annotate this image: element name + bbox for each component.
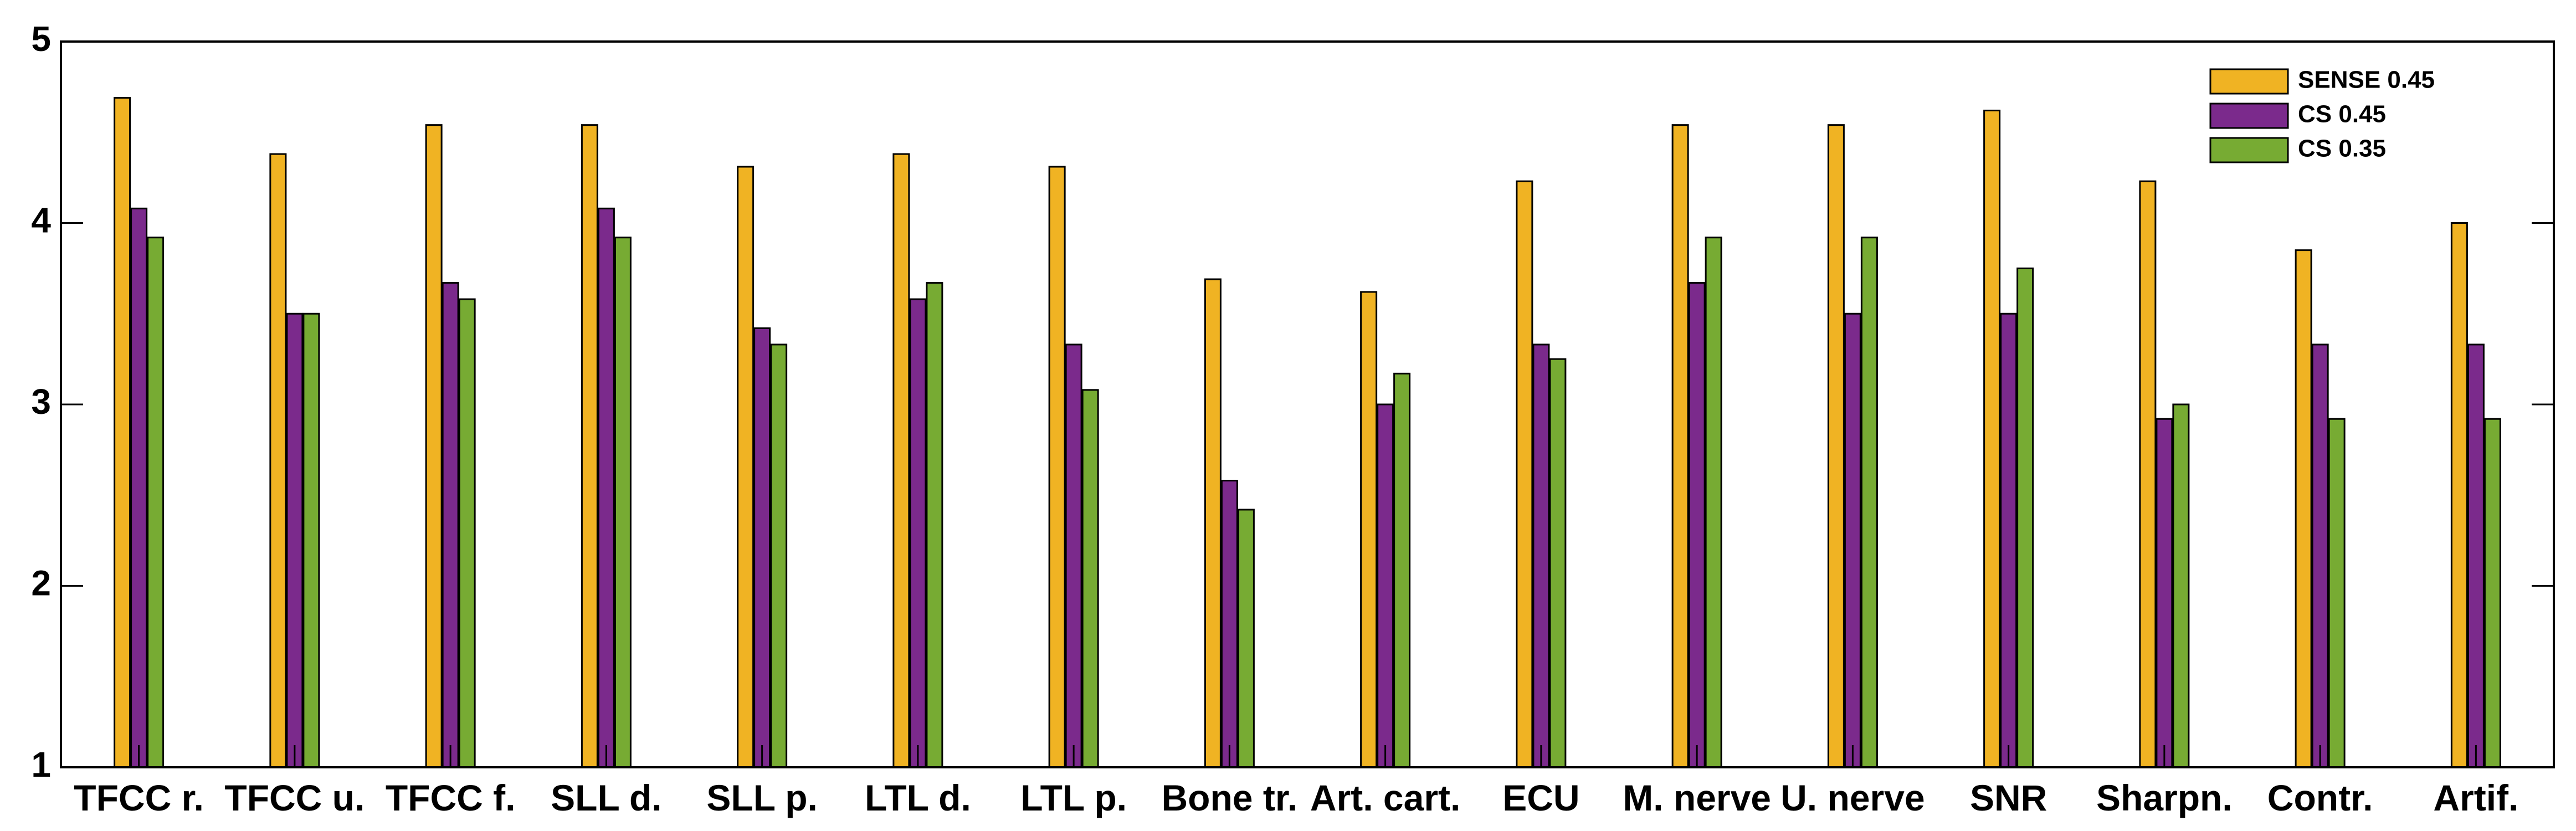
bar-cs-0-45-13 bbox=[2156, 418, 2173, 768]
x-category-label: LTL p. bbox=[1020, 777, 1127, 818]
bar-cs-0-45-11 bbox=[1844, 312, 1861, 768]
x-category-label: U. nerve bbox=[1780, 777, 1925, 818]
bar-sense-0-45-8 bbox=[1360, 291, 1378, 768]
bar-cs-0-35-8 bbox=[1393, 372, 1411, 768]
x-category-label: SLL p. bbox=[706, 777, 817, 818]
x-category-label: TFCC u. bbox=[224, 777, 365, 818]
bar-cs-0-45-14 bbox=[2311, 343, 2329, 768]
bar-sense-0-45-5 bbox=[892, 153, 910, 768]
bar-cs-0-35-13 bbox=[2172, 403, 2190, 768]
bar-cs-0-35-12 bbox=[2016, 267, 2034, 768]
bar-cs-0-35-1 bbox=[302, 312, 320, 768]
bar-cs-0-35-4 bbox=[770, 343, 788, 768]
bar-cs-0-45-3 bbox=[597, 207, 615, 768]
legend-label: CS 0.45 bbox=[2298, 101, 2386, 128]
bar-cs-0-45-6 bbox=[1065, 343, 1082, 768]
bar-cs-0-35-3 bbox=[614, 237, 632, 768]
bar-sense-0-45-9 bbox=[1516, 180, 1533, 768]
legend-label: SENSE 0.45 bbox=[2298, 66, 2435, 94]
bar-cs-0-45-8 bbox=[1377, 403, 1394, 768]
x-category-label: ECU bbox=[1502, 777, 1579, 818]
bar-cs-0-45-1 bbox=[286, 312, 304, 768]
y-tick-label: 1 bbox=[31, 745, 51, 784]
x-category-label: TFCC r. bbox=[74, 777, 204, 818]
legend-swatch bbox=[2209, 68, 2289, 95]
bar-sense-0-45-15 bbox=[2450, 222, 2468, 768]
x-category-label: Art. cart. bbox=[1310, 777, 1460, 818]
y-tick-label: 3 bbox=[31, 382, 51, 422]
y-tick-label: 4 bbox=[31, 200, 51, 240]
bar-cs-0-35-6 bbox=[1081, 389, 1099, 768]
x-category-label: LTL d. bbox=[865, 777, 971, 818]
bar-cs-0-45-12 bbox=[2000, 312, 2018, 768]
x-category-label: SNR bbox=[1970, 777, 2047, 818]
bar-sense-0-45-12 bbox=[1983, 109, 2001, 768]
x-category-label: TFCC f. bbox=[386, 777, 516, 818]
x-category-label: Sharpn. bbox=[2096, 777, 2233, 818]
bar-sense-0-45-3 bbox=[581, 124, 598, 768]
bar-sense-0-45-7 bbox=[1204, 278, 1222, 768]
bar-sense-0-45-14 bbox=[2295, 249, 2312, 768]
bar-cs-0-45-10 bbox=[1688, 282, 1706, 768]
bar-sense-0-45-4 bbox=[737, 166, 755, 768]
bar-cs-0-35-14 bbox=[2328, 418, 2346, 768]
bar-cs-0-35-5 bbox=[926, 282, 943, 768]
bar-cs-0-35-7 bbox=[1237, 509, 1255, 768]
bar-sense-0-45-1 bbox=[269, 153, 287, 768]
x-axis: TFCC r. TFCC u. TFCC f. SLL d. SLL p. LTL d. L… bbox=[74, 745, 2518, 818]
bar-sense-0-45-0 bbox=[114, 97, 131, 768]
bar-cs-0-45-4 bbox=[753, 327, 771, 768]
bar-sense-0-45-10 bbox=[1671, 124, 1689, 768]
bar-sense-0-45-13 bbox=[2139, 180, 2157, 768]
x-category-label: SLL d. bbox=[551, 777, 661, 818]
bar-cs-0-45-7 bbox=[1220, 480, 1238, 768]
legend: SENSE 0.45 CS 0.45 CS 0.35 bbox=[2209, 66, 2435, 163]
x-category-label: Bone tr. bbox=[1162, 777, 1298, 818]
bar-cs-0-45-9 bbox=[1532, 343, 1550, 768]
bar-sense-0-45-6 bbox=[1048, 166, 1066, 768]
bar-cs-0-45-15 bbox=[2467, 343, 2485, 768]
legend-swatch bbox=[2209, 137, 2289, 163]
bar-cs-0-45-0 bbox=[130, 207, 148, 768]
bars-layer bbox=[114, 97, 2501, 768]
bar-sense-0-45-2 bbox=[425, 124, 443, 768]
bar-sense-0-45-11 bbox=[1827, 124, 1845, 768]
x-category-label: Contr. bbox=[2267, 777, 2373, 818]
y-axis: 1 2 3 4 5 bbox=[31, 19, 2554, 784]
bar-cs-0-35-2 bbox=[458, 298, 476, 768]
x-category-label: M. nerve bbox=[1623, 777, 1771, 818]
x-category-label: Artif. bbox=[2433, 777, 2518, 818]
bar-cs-0-45-5 bbox=[909, 298, 927, 768]
bar-cs-0-45-2 bbox=[442, 282, 459, 768]
y-tick-label: 5 bbox=[31, 19, 51, 59]
legend-label: CS 0.35 bbox=[2298, 135, 2386, 162]
bar-cs-0-35-9 bbox=[1549, 358, 1567, 768]
bar-cs-0-35-0 bbox=[147, 237, 165, 768]
y-tick-label: 2 bbox=[31, 563, 51, 603]
legend-swatch bbox=[2209, 102, 2289, 129]
bar-cs-0-35-15 bbox=[2483, 418, 2501, 768]
bar-cs-0-35-11 bbox=[1860, 237, 1878, 768]
bar-cs-0-35-10 bbox=[1705, 237, 1722, 768]
